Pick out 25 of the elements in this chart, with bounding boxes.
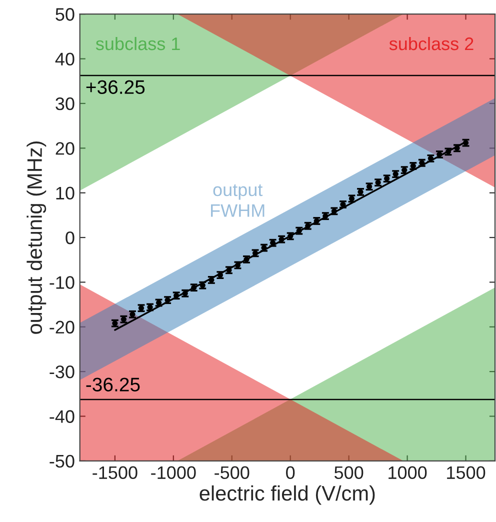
y-axis-title: output detunig (MHz) (26, 142, 46, 334)
series-label: subclass 2 (389, 36, 474, 50)
y-tick-label: -20 (50, 320, 74, 334)
x-tick-label: -1000 (151, 466, 196, 480)
y-tick-label: 0 (66, 231, 74, 244)
x-axis-title: electric field (V/cm) (200, 485, 375, 505)
y-tick-label: -10 (50, 276, 74, 289)
y-tick-label: -50 (50, 454, 74, 468)
x-tick-label: -1500 (92, 466, 138, 480)
y-tick-label: -40 (50, 410, 74, 423)
x-tick-label: 0 (286, 466, 295, 480)
x-tick-label: 500 (334, 466, 364, 480)
y-tick-label: 20 (56, 142, 74, 155)
y-tick-label: 30 (56, 97, 74, 110)
y-tick-label: -30 (50, 365, 74, 378)
y-tick-label: 40 (55, 52, 74, 66)
x-tick-label: 1000 (388, 466, 427, 480)
y-tick-label: 50 (56, 8, 74, 21)
series-label: output FWHM (211, 184, 264, 217)
x-tick-label: -500 (214, 466, 250, 480)
series-label: subclass 1 (96, 36, 180, 50)
y-tick-label: 10 (56, 186, 74, 200)
x-tick-label: 1500 (447, 466, 486, 480)
ref-line-label: -36.25 (86, 378, 140, 392)
ref-line-label: +36.25 (86, 80, 145, 94)
